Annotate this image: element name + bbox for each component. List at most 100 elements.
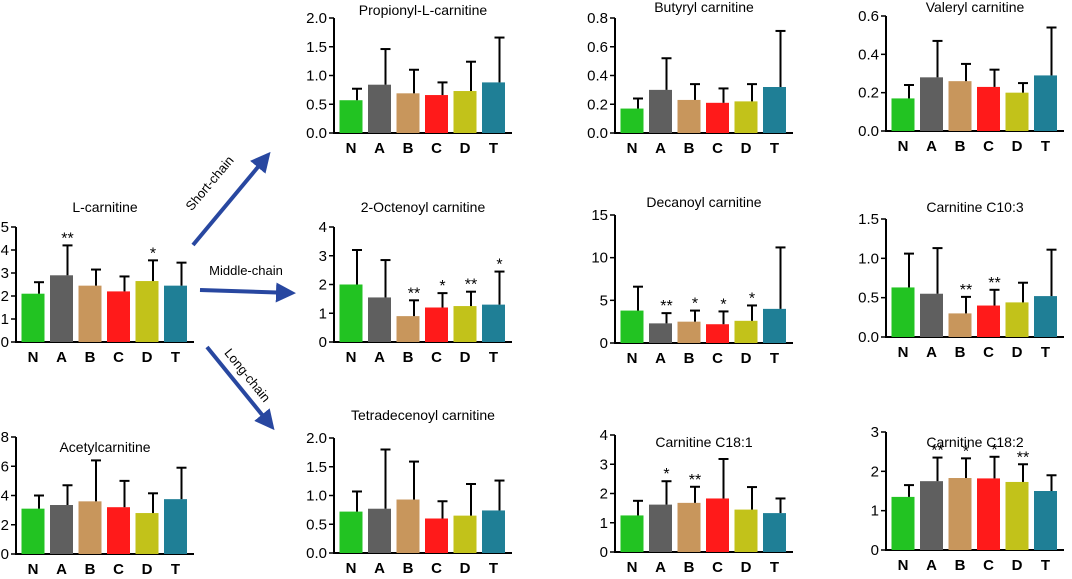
y-tick-label: 2 [600, 486, 608, 503]
y-tick-label: 5 [1, 219, 9, 236]
chart-decanoyl: Decanoyl carnitine 0 5 10 15 N ** A * B * C * D T [591, 194, 793, 367]
significance-mark: ** [408, 285, 420, 302]
y-tick-label: 2 [1, 288, 9, 305]
bar-N [891, 496, 915, 550]
chart-title: 2-Octenoyl carnitine [361, 199, 486, 215]
y-tick-label: 0 [319, 334, 327, 351]
short-chain-arrow: Short-chain [182, 151, 271, 247]
category-label-D: D [460, 560, 471, 577]
category-label-N: N [28, 349, 39, 366]
category-label-D: D [460, 140, 471, 157]
bar-N [21, 293, 45, 342]
bar-C [706, 324, 729, 343]
bar-A [368, 84, 391, 133]
category-label-T: T [770, 140, 779, 157]
significance-mark: * [496, 257, 502, 274]
category-label-C: C [983, 344, 994, 361]
bar-A [649, 89, 672, 133]
bar-N [891, 287, 915, 337]
y-tick-label: 8 [1, 429, 9, 446]
category-label-T: T [770, 559, 779, 576]
bar-C [425, 307, 448, 342]
chart-title: Acetylcarnitine [59, 439, 150, 455]
y-tick-label: 0.4 [858, 46, 879, 63]
category-label-T: T [171, 561, 180, 578]
bar-D [135, 513, 159, 554]
y-tick-label: 3 [600, 456, 608, 473]
y-tick-label: 0 [1, 546, 9, 563]
chart-title: Carnitine C18:1 [655, 434, 752, 450]
bar-T [482, 510, 505, 553]
chart-title: Decanoyl carnitine [646, 194, 761, 210]
middle-chain-label: Middle-chain [209, 263, 283, 278]
y-tick-label: 0 [1, 334, 9, 351]
y-tick-label: 0.6 [587, 39, 608, 56]
bar-N [21, 508, 45, 554]
y-tick-label: 0.2 [587, 96, 608, 113]
y-tick-label: 1.0 [858, 250, 879, 267]
bar-N [620, 310, 644, 343]
bar-T [1034, 296, 1057, 337]
significance-mark: ** [1017, 449, 1029, 466]
y-tick-label: 1.5 [306, 459, 327, 476]
bar-N [339, 511, 363, 553]
y-tick-label: 3 [1, 265, 9, 282]
bar-T [482, 82, 505, 133]
y-tick-label: 3 [871, 424, 879, 441]
y-tick-label: 2 [871, 463, 879, 480]
category-label-A: A [56, 561, 67, 578]
chart-valeryl: Valeryl carnitine 0.0 0.2 0.4 0.6 N A B C D T [858, 0, 1064, 155]
category-label-A: A [926, 138, 937, 155]
y-tick-label: 1.0 [306, 68, 327, 85]
bar-D [734, 320, 758, 343]
y-tick-label: 10 [591, 250, 608, 267]
bar-B [948, 313, 972, 337]
bar-B [396, 316, 420, 342]
chart-title: Propionyl-L-carnitine [359, 2, 488, 18]
y-tick-label: 0.8 [587, 10, 608, 27]
y-tick-label: 0.0 [858, 123, 879, 140]
category-label-N: N [898, 557, 909, 574]
y-tick-label: 0.0 [858, 329, 879, 346]
chart-tetradecenoyl: Tetradecenoyl carnitine 0.0 0.5 1.0 1.5 2.0 N A… [306, 407, 512, 577]
category-label-N: N [346, 349, 357, 366]
chart-octenoyl: 2-Octenoyl carnitine 0 1 2 3 4 N A ** B * C ** D * T [319, 199, 512, 366]
y-tick-label: 0.0 [306, 545, 327, 562]
category-label-A: A [926, 344, 937, 361]
bar-C [977, 86, 1000, 131]
category-label-C: C [113, 349, 124, 366]
bar-T [1034, 75, 1057, 131]
significance-mark: * [150, 245, 156, 262]
category-label-C: C [431, 140, 442, 157]
bar-B [948, 478, 972, 550]
bar-D [734, 509, 758, 552]
bar-A [368, 297, 391, 342]
bar-C [977, 478, 1000, 550]
chart-title: Carnitine C10:3 [926, 199, 1023, 215]
category-label-D: D [741, 140, 752, 157]
y-tick-label: 15 [591, 207, 608, 224]
y-tick-label: 0.2 [858, 85, 879, 102]
category-label-N: N [28, 561, 39, 578]
category-label-C: C [712, 350, 723, 367]
bar-D [453, 515, 477, 553]
bar-B [677, 502, 701, 552]
bar-B [396, 499, 420, 553]
category-label-B: B [85, 349, 96, 366]
y-tick-label: 0.5 [306, 516, 327, 533]
bar-A [649, 323, 672, 343]
category-label-N: N [346, 560, 357, 577]
category-label-C: C [431, 349, 442, 366]
category-label-B: B [684, 559, 695, 576]
bar-T [164, 285, 187, 342]
category-label-D: D [1012, 344, 1023, 361]
bar-B [78, 501, 102, 554]
significance-mark: ** [465, 277, 477, 294]
bar-A [920, 293, 943, 337]
category-label-N: N [627, 350, 638, 367]
significance-mark: * [692, 296, 698, 313]
y-tick-label: 4 [1, 242, 9, 259]
y-tick-label: 1.0 [306, 488, 327, 505]
bar-T [164, 499, 187, 554]
